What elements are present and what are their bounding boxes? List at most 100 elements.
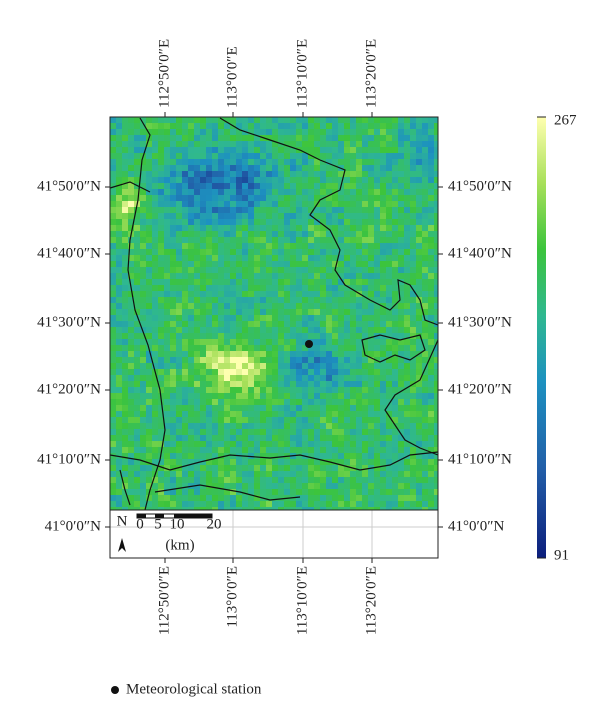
raster-cell — [116, 321, 122, 327]
raster-cell — [158, 213, 164, 219]
raster-cell — [314, 195, 320, 201]
raster-cell — [260, 405, 266, 411]
raster-cell — [308, 171, 314, 177]
raster-cell — [164, 423, 170, 429]
raster-cell — [110, 369, 116, 375]
raster-cell — [236, 129, 242, 135]
raster-cell — [374, 351, 380, 357]
raster-cell — [140, 213, 146, 219]
raster-cell — [428, 315, 434, 321]
raster-cell — [188, 249, 194, 255]
raster-cell — [116, 345, 122, 351]
raster-cell — [404, 183, 410, 189]
raster-cell — [182, 447, 188, 453]
raster-cell — [338, 345, 344, 351]
raster-cell — [212, 273, 218, 279]
raster-cell — [416, 183, 422, 189]
raster-cell — [326, 303, 332, 309]
raster-cell — [170, 459, 176, 465]
raster-cell — [248, 387, 254, 393]
raster-cell — [176, 261, 182, 267]
raster-cell — [344, 441, 350, 447]
raster-cell — [194, 429, 200, 435]
raster-cell — [434, 345, 438, 351]
raster-cell — [422, 453, 428, 459]
raster-cell — [236, 483, 242, 489]
raster-cell — [254, 237, 260, 243]
raster-cell — [158, 177, 164, 183]
raster-cell — [380, 297, 386, 303]
raster-cell — [296, 411, 302, 417]
raster-cell — [122, 465, 128, 471]
raster-cell — [344, 171, 350, 177]
raster-cell — [386, 357, 392, 363]
raster-cell — [248, 195, 254, 201]
raster-cell — [254, 465, 260, 471]
raster-cell — [356, 243, 362, 249]
raster-cell — [194, 213, 200, 219]
raster-cell — [164, 171, 170, 177]
scale-tick: 0 — [136, 516, 144, 532]
raster-cell — [230, 471, 236, 477]
raster-cell — [218, 231, 224, 237]
raster-cell — [260, 381, 266, 387]
raster-cell — [218, 117, 224, 123]
raster-cell — [146, 201, 152, 207]
raster-cell — [404, 225, 410, 231]
raster-cell — [176, 117, 182, 123]
raster-cell — [182, 369, 188, 375]
raster-cell — [170, 417, 176, 423]
raster-cell — [356, 159, 362, 165]
raster-cell — [236, 153, 242, 159]
raster-cell — [284, 435, 290, 441]
raster-cell — [350, 393, 356, 399]
raster-cell — [134, 339, 140, 345]
raster-cell — [314, 147, 320, 153]
raster-cell — [200, 471, 206, 477]
raster-cell — [338, 453, 344, 459]
raster-cell — [290, 189, 296, 195]
raster-cell — [200, 195, 206, 201]
raster-cell — [320, 243, 326, 249]
raster-cell — [152, 231, 158, 237]
raster-cell — [374, 405, 380, 411]
raster-cell — [290, 465, 296, 471]
raster-cell — [284, 429, 290, 435]
raster-cell — [116, 465, 122, 471]
raster-cell — [278, 339, 284, 345]
raster-cell — [374, 165, 380, 171]
raster-cell — [212, 345, 218, 351]
raster-cell — [314, 417, 320, 423]
raster-cell — [152, 447, 158, 453]
raster-cell — [206, 423, 212, 429]
raster-cell — [134, 399, 140, 405]
raster-cell — [296, 213, 302, 219]
raster-cell — [164, 507, 170, 510]
raster-cell — [416, 123, 422, 129]
raster-cell — [314, 459, 320, 465]
raster-cell — [386, 459, 392, 465]
raster-cell — [320, 249, 326, 255]
raster-cell — [206, 165, 212, 171]
raster-cell — [380, 351, 386, 357]
raster-cell — [266, 327, 272, 333]
raster-cell — [398, 375, 404, 381]
raster-cell — [128, 321, 134, 327]
raster-cell — [290, 387, 296, 393]
raster-cell — [110, 189, 116, 195]
raster-cell — [368, 147, 374, 153]
raster-cell — [242, 405, 248, 411]
raster-cell — [296, 123, 302, 129]
raster-cell — [176, 339, 182, 345]
raster-cell — [242, 207, 248, 213]
raster-cell — [422, 495, 428, 501]
raster-cell — [224, 285, 230, 291]
raster-cell — [116, 315, 122, 321]
raster-cell — [404, 465, 410, 471]
raster-cell — [140, 201, 146, 207]
raster-cell — [248, 213, 254, 219]
raster-cell — [338, 471, 344, 477]
raster-cell — [380, 237, 386, 243]
raster-cell — [206, 249, 212, 255]
raster-cell — [428, 261, 434, 267]
